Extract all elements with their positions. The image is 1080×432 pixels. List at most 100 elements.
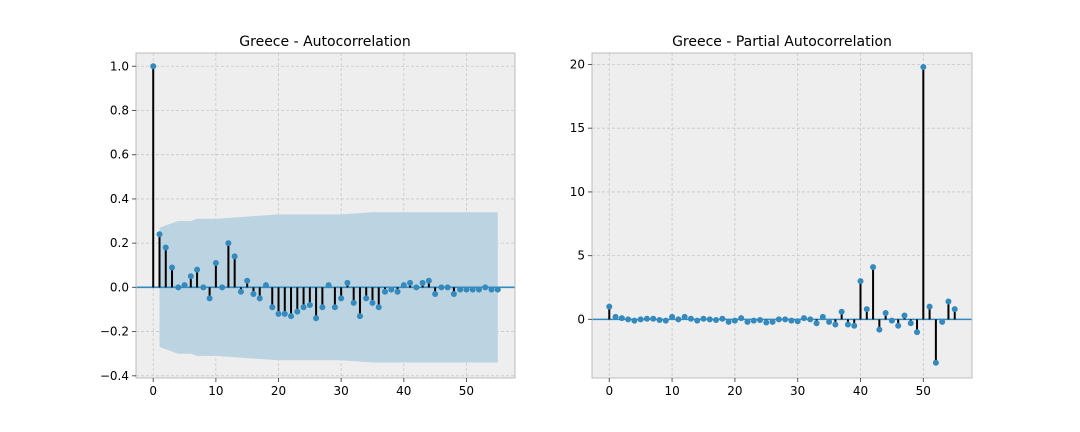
acf-marker [344, 279, 351, 286]
acf-marker [369, 299, 376, 306]
acf-marker [419, 279, 426, 286]
acf-marker [457, 286, 464, 293]
pacf-marker [700, 315, 707, 322]
acf-marker [294, 308, 301, 315]
pacf-x-tick-label: 30 [790, 384, 805, 398]
acf-marker [407, 279, 414, 286]
pacf-plot-area: 0 10 20 30 40 50 0 5 10 15 20 [570, 52, 973, 398]
pacf-marker [813, 320, 820, 327]
pacf-marker [857, 278, 864, 285]
acf-marker [256, 295, 263, 302]
acf-marker [413, 284, 420, 291]
acf-marker [162, 244, 169, 251]
acf-marker [212, 260, 219, 267]
acf-marker [313, 315, 320, 322]
acf-marker [488, 286, 495, 293]
pacf-marker [901, 312, 908, 319]
acf-y-tick-label: 1.0 [110, 59, 129, 73]
acf-x-tick-label: 50 [459, 384, 474, 398]
pacf-marker [694, 317, 701, 324]
pacf-marker [782, 316, 789, 323]
pacf-marker [920, 64, 927, 71]
acf-marker [281, 310, 288, 317]
pacf-marker [675, 316, 682, 323]
acf-marker [432, 290, 439, 297]
acf-marker [225, 240, 232, 247]
acf-marker [363, 295, 370, 302]
pacf-marker [794, 318, 801, 325]
acf-marker [194, 266, 201, 273]
acf-x-tick-label: 0 [149, 384, 157, 398]
pacf-marker [882, 310, 889, 316]
pacf-marker [731, 317, 738, 324]
pacf-marker [870, 264, 877, 271]
acf-marker [482, 284, 489, 291]
acf-marker [219, 284, 226, 291]
pacf-marker [757, 317, 764, 324]
pacf-x-tick-label: 0 [605, 384, 613, 398]
pacf-x-tick-label: 20 [727, 384, 742, 398]
acf-x-tick-label: 30 [334, 384, 349, 398]
acf-marker [400, 282, 407, 289]
pacf-marker [863, 306, 870, 313]
pacf-marker [800, 315, 807, 322]
pacf-y-tick-label: 10 [570, 185, 585, 199]
acf-x-tick-label: 40 [396, 384, 411, 398]
acf-marker [244, 277, 251, 284]
acf-marker [350, 299, 357, 306]
acf-marker [319, 304, 326, 311]
pacf-marker [926, 303, 933, 310]
acf-y-tick-label: 0.4 [110, 192, 129, 206]
pacf-marker [951, 306, 958, 313]
acf-x-tick-label: 10 [208, 384, 223, 398]
acf-marker [288, 313, 295, 320]
pacf-marker [637, 316, 644, 323]
acf-axes-frame [135, 52, 516, 379]
acf-marker [338, 295, 345, 302]
acf-marker [375, 304, 382, 311]
acf-marker [262, 282, 269, 289]
acf-plot-area: 0 10 20 30 40 50 −0.4 −0.2 0.0 0.2 0.4 0.6 0.8 1.0 [100, 52, 516, 398]
acf-marker [156, 231, 163, 238]
pacf-y-tick-label: 20 [570, 57, 585, 71]
pacf-marker [744, 318, 751, 325]
pacf-marker [775, 316, 782, 323]
acf-marker [200, 284, 207, 291]
acf-y-tick-label: 0.0 [110, 280, 129, 294]
acf-marker [187, 273, 194, 280]
acf-marker [237, 288, 244, 295]
acf-marker [463, 286, 470, 293]
acf-marker [450, 290, 457, 297]
pacf-chart-title: Greece - Partial Autocorrelation [672, 34, 892, 50]
acf-marker [382, 288, 389, 295]
pacf-marker [618, 315, 625, 322]
pacf-marker [612, 313, 619, 320]
pacf-marker [763, 319, 770, 326]
acf-marker [425, 277, 432, 284]
acf-marker [331, 304, 338, 311]
acf-marker [231, 253, 238, 260]
pacf-marker [687, 315, 694, 322]
pacf-marker [681, 313, 688, 320]
acf-marker [175, 284, 182, 291]
pacf-marker [631, 317, 638, 324]
pacf-y-tick-label: 15 [570, 121, 585, 135]
pacf-axes-background [592, 53, 972, 378]
pacf-marker [625, 316, 632, 323]
acf-x-tick-label: 20 [271, 384, 286, 398]
acf-y-tick-label: 0.2 [110, 236, 129, 250]
acf-chart: 0 10 20 30 40 50 −0.4 −0.2 0.0 0.2 0.4 0.6 0.8 1.0 Gre… [100, 34, 516, 398]
acf-marker [388, 286, 395, 293]
acf-marker [475, 286, 482, 293]
pacf-x-tick-label: 50 [916, 384, 931, 398]
pacf-x-tick-label: 40 [853, 384, 868, 398]
pacf-marker [826, 318, 833, 325]
pacf-marker [643, 315, 650, 322]
pacf-marker [719, 315, 726, 322]
pacf-marker [650, 315, 657, 322]
pacf-marker [807, 316, 814, 323]
acf-marker [494, 286, 501, 293]
acf-y-tick-label: 0.8 [110, 103, 129, 117]
pacf-marker [932, 359, 939, 366]
